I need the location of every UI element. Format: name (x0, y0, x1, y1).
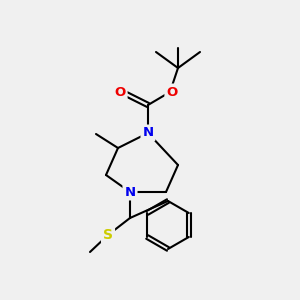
Text: O: O (114, 85, 126, 98)
Text: S: S (103, 228, 113, 242)
Text: N: N (124, 185, 136, 199)
Text: O: O (167, 85, 178, 98)
Text: N: N (142, 127, 154, 140)
